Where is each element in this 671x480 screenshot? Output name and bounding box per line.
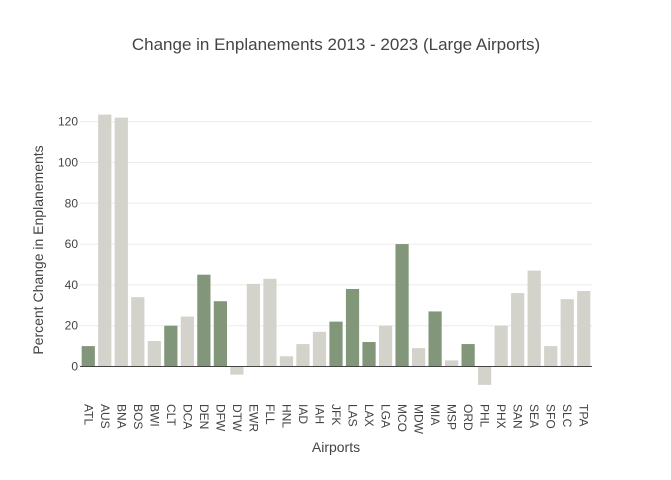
bar-bna [114, 117, 128, 367]
bar-dca [180, 316, 194, 367]
bar-den [197, 274, 211, 367]
x-tick-label-iad: IAD [296, 404, 310, 424]
bar-msp [445, 360, 459, 367]
x-tick-label-ord: ORD [461, 404, 475, 431]
x-tick-label-ewr: EWR [246, 404, 260, 432]
bar-tpa [577, 291, 591, 367]
bar-phx [494, 325, 508, 367]
x-tick-label-atl: ATL [81, 404, 95, 425]
x-tick-label-las: LAS [346, 404, 360, 427]
bar-fll [263, 278, 277, 367]
bar-bos [131, 297, 145, 367]
x-tick-label-iah: IAH [312, 404, 326, 424]
x-tick-label-bna: BNA [114, 404, 128, 429]
x-tick-label-clt: CLT [164, 404, 178, 426]
bars [81, 114, 591, 385]
bar-jfk [329, 321, 343, 367]
bar-iah [312, 331, 327, 367]
y-tick-labels: 0 20 40 60 80 100 120 [58, 115, 78, 374]
bar-bwi [147, 341, 161, 367]
bar-phl [478, 366, 492, 385]
x-tick-label-jfk: JFK [329, 404, 343, 425]
y-tick-label: 20 [65, 319, 79, 333]
x-tick-label-phx: PHX [494, 404, 508, 429]
bar-san [511, 293, 525, 367]
x-tick-label-den: DEN [197, 404, 211, 429]
y-tick-label: 0 [71, 360, 78, 374]
x-tick-label-dtw: DTW [230, 404, 244, 432]
x-tick-label-mdw: MDW [412, 404, 426, 435]
x-tick-label-lax: LAX [362, 404, 376, 427]
x-tick-label-slc: SLC [560, 404, 574, 428]
x-tick-label-hnl: HNL [279, 404, 293, 428]
x-tick-label-tpa: TPA [577, 404, 591, 426]
x-tick-label-sea: SEA [527, 404, 541, 428]
x-tick-label-bwi: BWI [147, 404, 161, 427]
y-tick-label: 80 [65, 196, 79, 210]
bar-dfw [213, 301, 227, 367]
bar-mdw [411, 348, 426, 367]
bar-atl [81, 346, 95, 367]
y-tick-label: 100 [58, 156, 78, 170]
x-axis-title: Airports [312, 439, 360, 455]
x-tick-label-san: SAN [511, 404, 525, 429]
bar-dtw [230, 366, 244, 375]
bar-lga [378, 325, 393, 367]
x-tick-label-phl: PHL [478, 404, 492, 428]
y-tick-label: 120 [58, 115, 78, 129]
bar-sea [527, 270, 541, 367]
x-tick-label-aus: AUS [98, 404, 112, 429]
x-tick-label-lga: LGA [379, 404, 393, 428]
x-tick-label-bos: BOS [131, 404, 145, 429]
x-tick-label-sfo: SFO [544, 404, 558, 429]
x-tick-label-mco: MCO [395, 404, 409, 432]
bar-mco [395, 244, 409, 367]
y-tick-label: 60 [65, 237, 79, 251]
y-axis-title: Percent Change in Enplanements [30, 145, 46, 354]
y-tick-label: 40 [65, 278, 79, 292]
x-tick-label-mia: MIA [428, 404, 442, 425]
x-tick-label-dca: DCA [180, 404, 194, 429]
bar-aus [98, 114, 112, 367]
bar-clt [164, 325, 178, 367]
bar-las [345, 288, 360, 367]
bar-ewr [246, 283, 261, 367]
bar-mia [428, 311, 442, 367]
x-tick-labels: ATL AUS BNA BOS BWI CLT DCA DEN DFW DTW EWR FLL HNL I… [81, 404, 590, 435]
bar-lax [362, 342, 376, 367]
bar-hnl [279, 356, 294, 367]
chart-title: Change in Enplanements 2013 - 2023 (Larg… [132, 35, 540, 54]
bar-slc [560, 299, 574, 367]
bar-ord [461, 344, 475, 367]
x-tick-label-msp: MSP [445, 404, 459, 430]
x-tick-label-dfw: DFW [213, 404, 227, 432]
x-tick-label-fll: FLL [263, 404, 277, 425]
bar-iad [296, 344, 310, 367]
bar-sfo [544, 346, 558, 367]
